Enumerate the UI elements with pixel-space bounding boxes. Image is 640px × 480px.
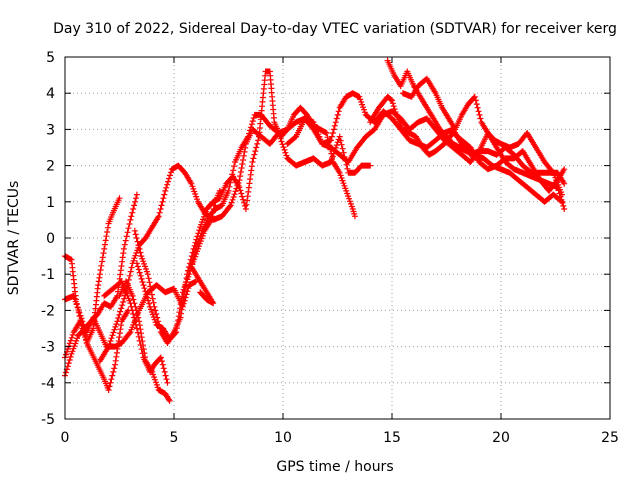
series-track-7: [131, 68, 358, 346]
y-tick-label: 4: [46, 86, 55, 102]
grid: [65, 57, 610, 419]
data-point-markers: [284, 108, 568, 212]
y-tick-label: -4: [41, 376, 55, 392]
x-axis-label: GPS time / hours: [276, 459, 393, 475]
series-track-9: [101, 278, 171, 386]
y-axis-label: SDTVAR / TECUs: [6, 181, 22, 296]
y-tick-label: 1: [46, 195, 55, 211]
ticks: 0 5 10 15 20 25 -5 -4 -3 -2 -1 0 1 2 3 4 5: [41, 50, 619, 446]
y-tick-label: -1: [41, 267, 55, 283]
y-tick-label: 0: [46, 231, 55, 247]
y-tick-label: -5: [41, 412, 55, 428]
series-track-5: [96, 90, 568, 365]
x-tick-label: 5: [170, 430, 179, 446]
data-point-markers: [133, 111, 374, 343]
series-track-10: [188, 187, 223, 307]
data-point-markers: [101, 278, 171, 386]
data-point-markers: [96, 90, 568, 365]
series-track-6: [133, 111, 374, 343]
x-tick-label: 15: [383, 430, 401, 446]
data-point-markers: [188, 187, 223, 307]
x-tick-label: 10: [274, 430, 292, 446]
chart-title: Day 310 of 2022, Sidereal Day-to-day VTE…: [53, 21, 617, 37]
y-tick-label: 5: [46, 50, 55, 66]
data-point-markers: [131, 68, 358, 346]
x-tick-label: 25: [601, 430, 619, 446]
x-tick-label: 20: [492, 430, 510, 446]
y-tick-label: 2: [46, 159, 55, 175]
y-tick-label: -3: [41, 340, 55, 356]
data-markers: [62, 57, 568, 404]
y-tick-label: -2: [41, 303, 55, 319]
series-track-12: [384, 57, 565, 205]
x-tick-label: 0: [61, 430, 70, 446]
y-tick-label: 3: [46, 122, 55, 138]
series-track-14: [284, 108, 568, 212]
data-point-markers: [384, 57, 565, 205]
